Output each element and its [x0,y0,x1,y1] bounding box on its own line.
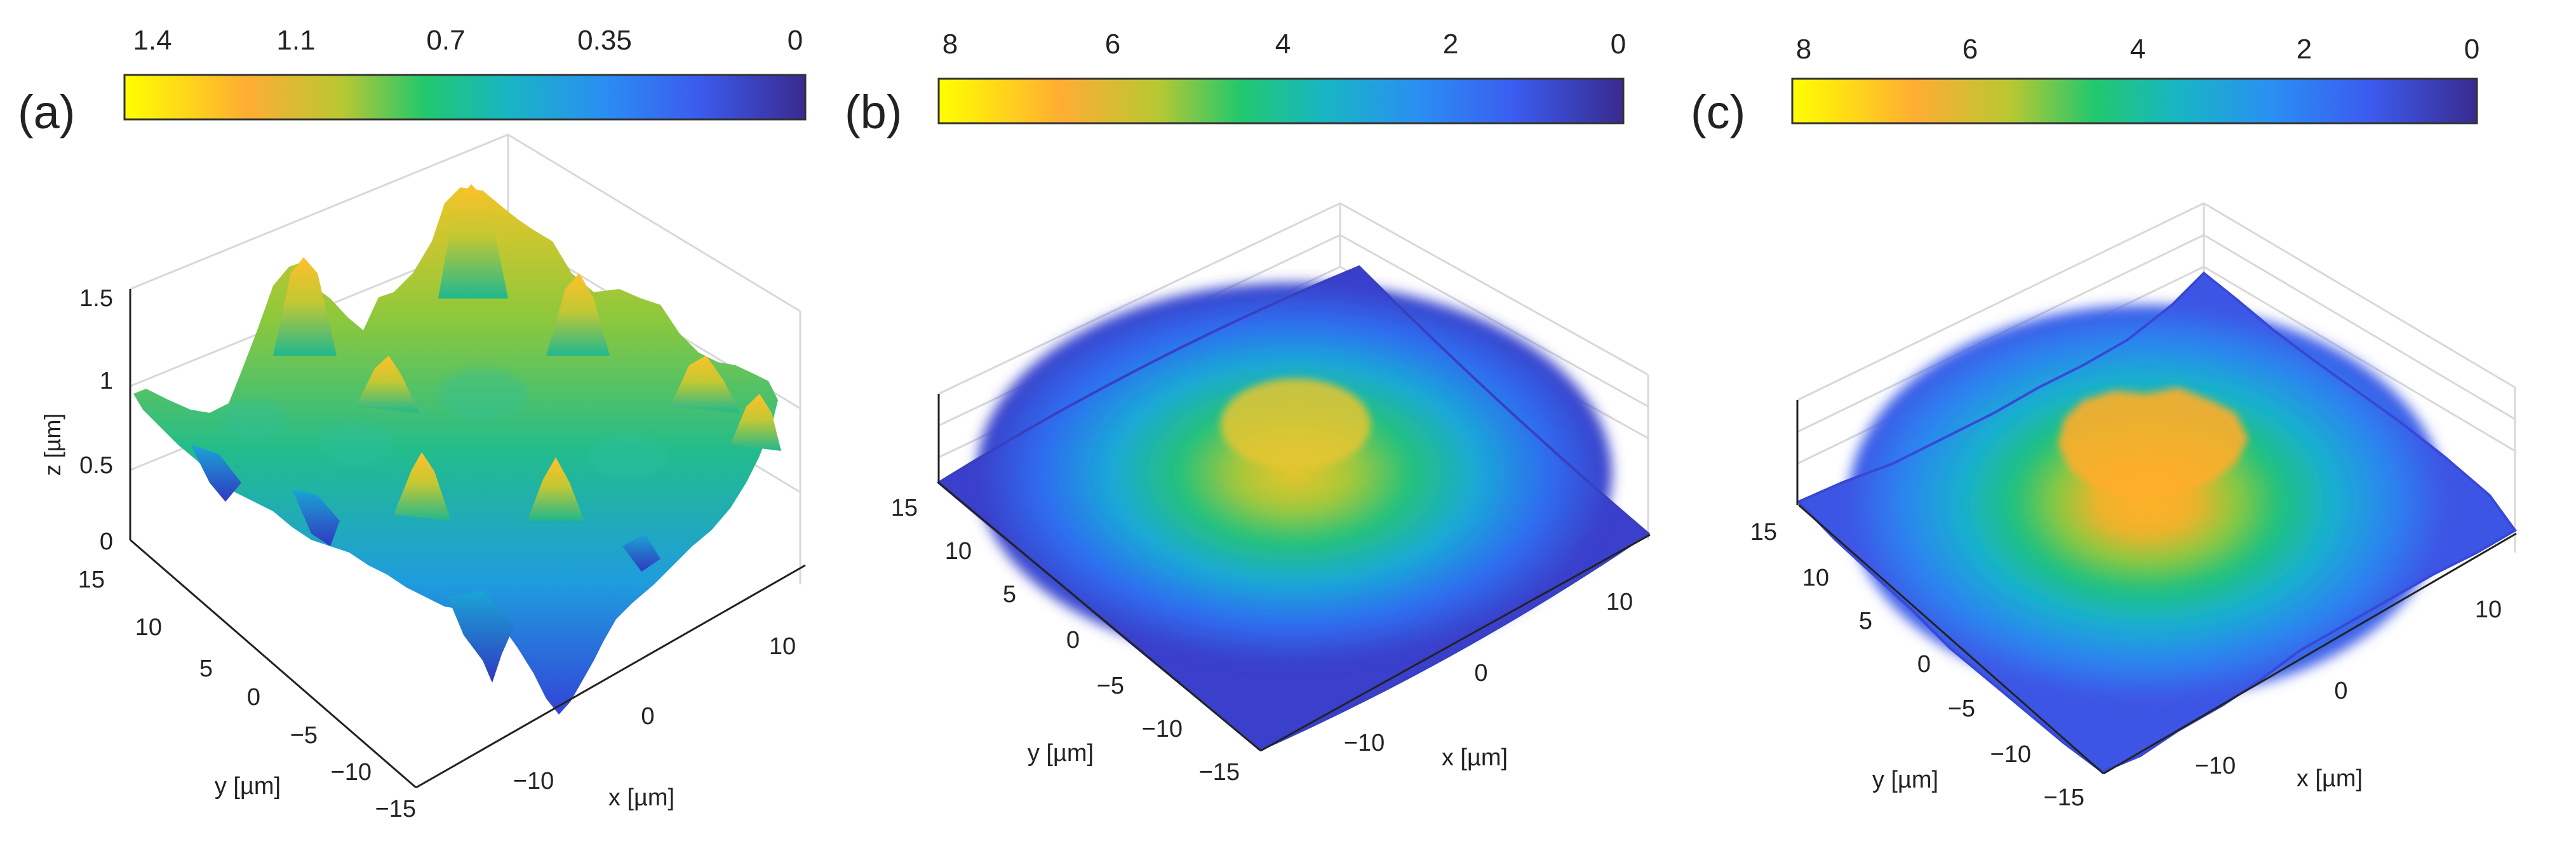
panel-a-y-tick: −5 [290,722,318,749]
panel-c-y-axis: 15 10 5 0 −5 −10 −15 y [µm] [1750,504,2104,811]
panel-c-colorbar-tick: 6 [1962,34,1978,65]
panel-c-x-axis: −10 0 10 x [µm] [2103,532,2517,792]
panel-b-y-tick: 10 [945,538,972,565]
panel-a-texture [222,368,667,480]
panel-a-peaks [273,184,781,521]
panel-c-y-tick: 5 [1859,608,1872,634]
panel-b-y-tick: −10 [1142,716,1183,742]
panel-c-x-tick: −10 [2195,753,2236,779]
panel-b-dome [977,283,1612,664]
panel-c-x-axis-label: x [µm] [2297,765,2363,792]
panel-a-colorbar: 1.4 1.1 0.7 0.35 0 [123,25,807,121]
panel-c-y-tick: 15 [1750,519,1777,546]
panel-a-y-tick: −15 [375,796,416,822]
panel-a-y-axis: 15 10 5 0 −5 −10 −15 y [µm] [78,539,417,822]
panel-b-colorbar-tick: 8 [943,29,958,60]
panel-a-z-axis: 1.5 1 0.5 0 z [µm] [39,285,131,555]
panel-c-colorbar-tick: 2 [2297,34,2312,65]
panel-c-colorbar: 8 6 4 2 0 [1791,34,2479,124]
panel-b-colorbar-tick: 2 [1443,29,1458,60]
panel-b-x-axis-line [1260,534,1651,752]
panel-a-surface [133,184,781,715]
panel-c-y-axis-line [1798,504,2104,775]
panel-a-colorbar-tick: 0.7 [426,25,465,56]
panel-b-y-tick: −15 [1199,759,1240,786]
panel-c-colorbar-tick: 0 [2464,34,2479,65]
panel-b-surface [936,265,1651,751]
panel-a-colorbar-bar [123,74,807,121]
panel-b-y-axis: 15 10 5 0 −5 −10 −15 y [µm] [891,481,1261,786]
panel-a-colorbar-tick: 0.35 [577,25,632,56]
panel-c-y-tick: −15 [2044,784,2084,811]
panel-a-valleys [191,445,661,683]
panel-a-x-axis: −10 0 10 x [µm] [415,564,806,811]
panel-a-x-tick: 10 [769,633,796,660]
panel-c-x-tick: 10 [2475,596,2502,623]
panel-c-surface [1796,271,2517,774]
panel-b-x-axis-label: x [µm] [1442,744,1508,771]
panel-a-z-tick: 0 [100,528,113,555]
panel-a-colorbar-tick: 1.4 [133,25,171,56]
panel-b-y-tick: 15 [891,495,918,521]
panel-a-y-tick: 10 [135,614,162,641]
panel-c-y-tick: 10 [1802,565,1829,591]
panel-b-y-tick: −5 [1097,673,1124,699]
panel-a-y-axis-label: y [µm] [215,773,281,800]
panel-c-y-tick: 0 [1917,651,1931,678]
panel-b-y-tick: 5 [1003,581,1016,608]
panel-a-colorbar-tick: 0 [788,25,803,56]
panel-c-x-axis-line [2103,532,2517,775]
panel-a-x-axis-line [415,564,806,789]
panel-c-y-tick: −5 [1948,695,1975,722]
panel-a-y-tick: −10 [331,759,372,786]
panel-c-colorbar-tick: 8 [1796,34,1811,65]
panel-b-y-tick: 0 [1066,627,1080,654]
panel-c-label: (c) [1691,86,1745,138]
panel-b: (b) 8 6 4 2 0 15 10 [845,29,1651,786]
panel-b-colorbar-tick: 0 [1611,29,1626,60]
panel-a-y-tick: 15 [78,567,105,593]
panel-b-x-axis: −10 0 10 x [µm] [1260,534,1651,771]
panel-b-colorbar-tick: 6 [1105,29,1120,60]
panel-a-y-axis-line [130,539,417,789]
panel-b-colorbar: 8 6 4 2 0 [937,29,1626,124]
panel-a-z-tick: 0.5 [79,452,113,479]
panel-b-colorbar-bar [937,77,1625,124]
panel-c-dome-cap [2058,387,2248,499]
panel-c: (c) 8 6 4 2 0 15 [1691,34,2517,811]
panel-c-y-tick: −10 [1990,741,2031,768]
panel-a-y-tick: 5 [199,655,213,682]
panel-c-colorbar-bar [1791,77,2478,124]
panel-b-label: (b) [845,86,902,138]
panel-a-x-tick: −10 [513,768,554,795]
panel-b-x-tick: 0 [1474,660,1487,687]
panel-b-dome-cap [1221,379,1371,470]
panel-b-y-axis-line [938,481,1261,752]
panel-b-x-tick: 10 [1606,589,1633,615]
panel-b-x-tick: −10 [1344,730,1385,756]
panel-a-z-axis-label: z [µm] [39,413,65,476]
panel-a-z-tick: 1.5 [79,285,113,312]
panel-b-colorbar-tick: 4 [1275,29,1291,60]
panel-a-colorbar-tick: 1.1 [276,25,315,56]
panel-c-surface-edge [1796,271,2517,774]
panel-a-x-tick: 0 [641,703,654,730]
panel-a-z-tick: 1 [100,368,113,394]
panel-a-x-axis-label: x [µm] [608,784,674,811]
panel-c-y-axis-label: y [µm] [1872,767,1938,793]
panel-b-y-axis-label: y [µm] [1028,740,1094,767]
panel-a-y-tick: 0 [247,684,260,711]
panel-c-colorbar-tick: 4 [2130,34,2145,65]
panel-c-x-tick: 0 [2334,678,2347,704]
panel-a: (a) 1.4 1.1 0.7 0.35 0 [18,25,807,822]
panel-c-dome [1848,305,2445,699]
panel-a-label: (a) [18,86,75,138]
